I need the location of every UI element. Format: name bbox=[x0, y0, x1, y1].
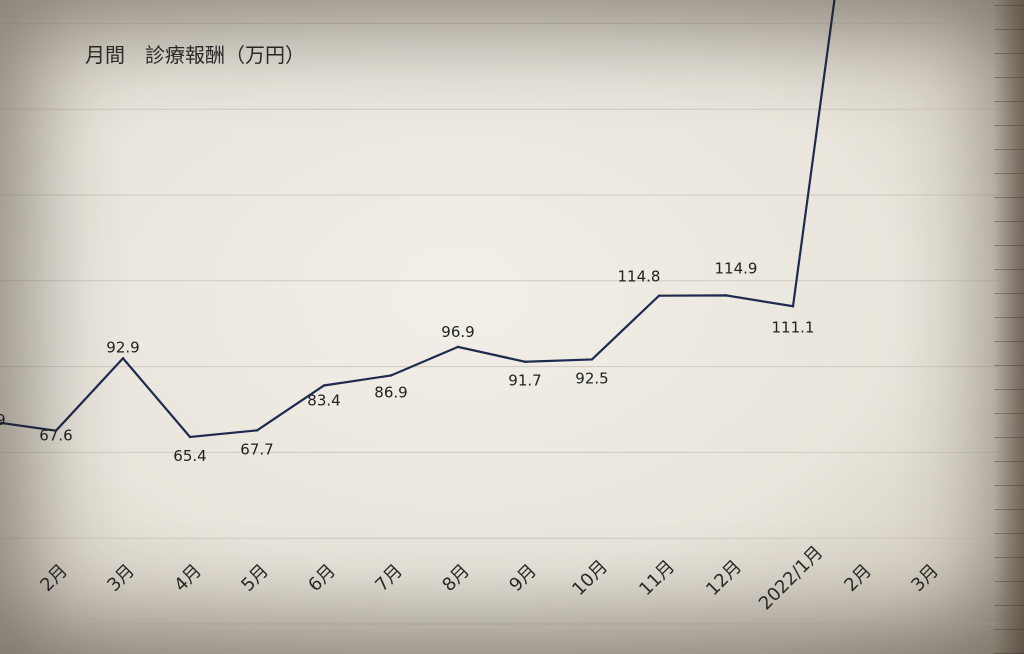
data-label: 92.9 bbox=[106, 338, 139, 356]
series-line-group bbox=[0, 0, 836, 439]
data-point bbox=[54, 429, 58, 432]
data-point bbox=[121, 357, 125, 360]
data-point bbox=[791, 305, 795, 308]
x-tick-label: 7月 bbox=[371, 560, 407, 596]
data-label: 65.4 bbox=[173, 447, 206, 465]
x-tick-label: 2月 bbox=[36, 560, 72, 596]
x-tick-label: 5月 bbox=[237, 560, 273, 596]
data-label: 114.9 bbox=[715, 259, 758, 277]
x-axis-tick-labels: 2月 3月 4月 5月 6月 7月 8月 9月 10月 11月 12月 2022/1月 2月 3月 bbox=[36, 542, 943, 614]
data-point bbox=[389, 374, 393, 377]
data-point bbox=[456, 345, 460, 349]
x-tick-label: 12月 bbox=[702, 556, 746, 600]
x-tick-label: 2022/1月 bbox=[755, 542, 827, 614]
x-tick-label: 2月 bbox=[840, 560, 876, 596]
chart-title: 月間 診療報酬（万円） bbox=[85, 43, 305, 67]
x-tick-label: 11月 bbox=[635, 556, 679, 600]
data-point bbox=[255, 429, 259, 432]
data-label: 83.4 bbox=[307, 391, 340, 409]
data-label: 67.7 bbox=[240, 440, 273, 458]
data-label: 92.5 bbox=[575, 369, 608, 387]
x-tick-label: 10月 bbox=[568, 556, 612, 600]
x-tick-label: 6月 bbox=[304, 560, 340, 596]
data-point bbox=[657, 294, 661, 297]
data-label: 114.8 bbox=[618, 268, 661, 286]
data-label: 91.7 bbox=[508, 372, 541, 390]
data-label: 86.9 bbox=[374, 383, 407, 401]
data-label: 96.9 bbox=[441, 323, 474, 341]
x-tick-label: 4月 bbox=[170, 560, 206, 596]
x-tick-label: 3月 bbox=[907, 560, 943, 596]
data-label: 67.6 bbox=[39, 427, 72, 445]
x-tick-label: 3月 bbox=[103, 560, 139, 596]
data-point bbox=[188, 435, 192, 439]
data-label: 70.9 bbox=[0, 411, 6, 429]
x-tick-label: 8月 bbox=[438, 560, 474, 596]
data-point bbox=[590, 358, 594, 361]
grid-lines bbox=[0, 22, 1000, 625]
data-point bbox=[523, 360, 527, 363]
data-labels: 70.9 67.6 92.9 65.4 67.7 83.4 86.9 96.9 91.7 92.5… bbox=[0, 0, 948, 465]
data-point bbox=[724, 294, 728, 297]
x-tick-label: 9月 bbox=[505, 560, 541, 596]
data-label: 111.1 bbox=[772, 318, 815, 336]
data-point bbox=[322, 384, 326, 387]
